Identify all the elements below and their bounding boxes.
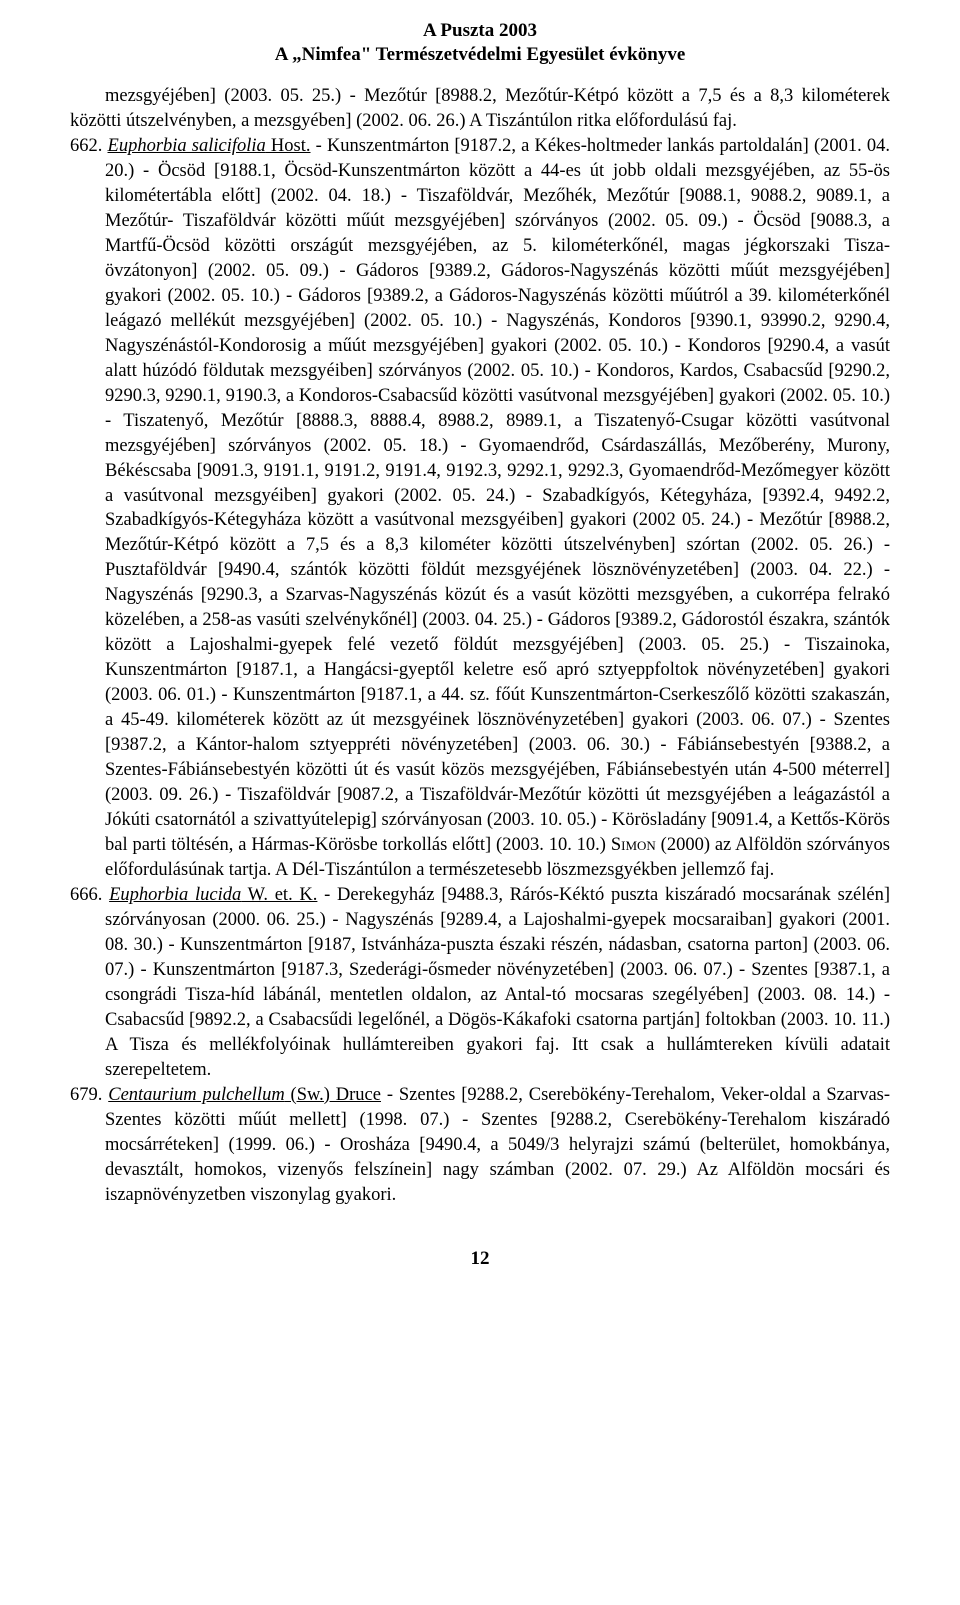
species-name: Euphorbia lucida xyxy=(109,885,241,905)
entry-666: 666. Euphorbia lucida W. et. K. - Dereke… xyxy=(70,883,890,1083)
entry-662: 662. Euphorbia salicifolia Host. - Kunsz… xyxy=(70,134,890,883)
page-header-subtitle: A „Nimfea" Természetvédelmi Egyesület év… xyxy=(70,44,890,66)
citation-author: Simon xyxy=(611,835,656,855)
species-name: Euphorbia salicifolia xyxy=(108,136,266,156)
entry-number: 666. xyxy=(70,885,102,905)
entry-679: 679. Centaurium pulchellum (Sw.) Druce -… xyxy=(70,1083,890,1208)
species-name: Centaurium pulchellum xyxy=(108,1085,284,1105)
entry-number: 679. xyxy=(70,1085,102,1105)
entry-number: 662. xyxy=(70,136,102,156)
species-author: Host. xyxy=(266,136,311,156)
entry-body: - Derekegyház [9488.3, Rárós-Kéktó puszt… xyxy=(105,885,890,1080)
species-author: (Sw.) Druce xyxy=(285,1085,381,1105)
page-number: 12 xyxy=(70,1248,890,1270)
species-author: W. et. K. xyxy=(241,885,317,905)
entry-body: - Kunszentmárton [9187.2, a Kékes-holtme… xyxy=(105,136,890,855)
continuation-paragraph: mezsgyéjében] (2003. 05. 25.) - Mezőtúr … xyxy=(70,84,890,134)
page-header-title: A Puszta 2003 xyxy=(70,20,890,42)
